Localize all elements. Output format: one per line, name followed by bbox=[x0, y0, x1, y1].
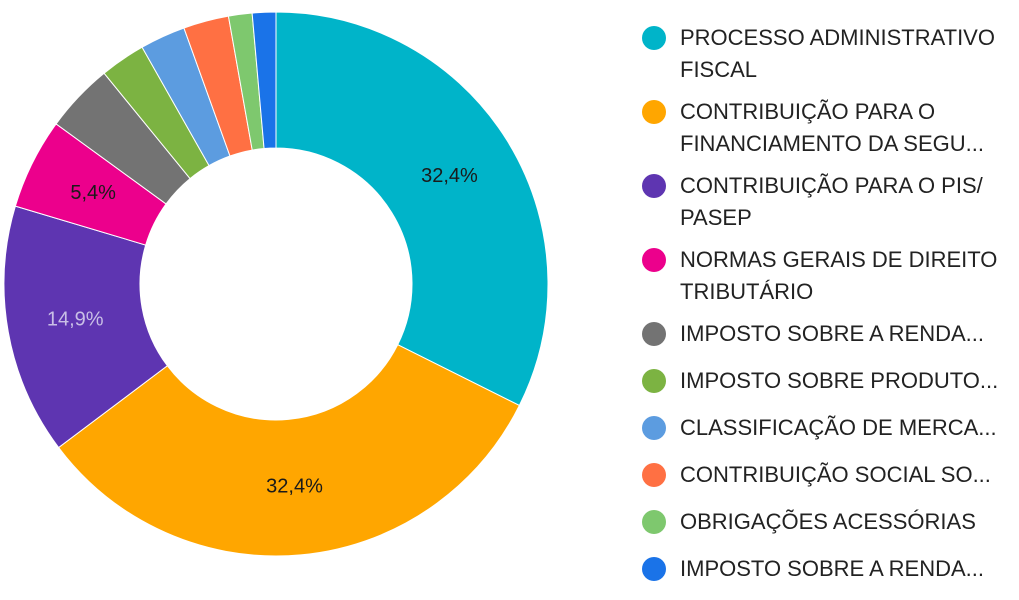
legend-item-6[interactable]: CLASSIFICAÇÃO DE MERCA... bbox=[640, 412, 1015, 444]
legend-label: CONTRIBUIÇÃO PARA O PIS/ PASEP bbox=[680, 173, 983, 230]
slice-value-label-2: 14,9% bbox=[47, 308, 104, 330]
legend-item-7[interactable]: CONTRIBUIÇÃO SOCIAL SO... bbox=[640, 459, 1015, 491]
legend-item-0[interactable]: PROCESSO ADMINISTRATIVO FISCAL bbox=[640, 22, 1015, 86]
legend-label: CLASSIFICAÇÃO DE MERCA... bbox=[680, 415, 997, 440]
slice-value-label-0: 32,4% bbox=[421, 165, 478, 187]
legend-swatch bbox=[642, 416, 666, 440]
legend-swatch bbox=[642, 26, 666, 50]
legend-swatch bbox=[642, 369, 666, 393]
legend-item-2[interactable]: CONTRIBUIÇÃO PARA O PIS/ PASEP bbox=[640, 170, 1015, 234]
legend-item-5[interactable]: IMPOSTO SOBRE PRODUTO... bbox=[640, 365, 1015, 397]
legend-item-4[interactable]: IMPOSTO SOBRE A RENDA... bbox=[640, 318, 1015, 350]
donut-slice-1[interactable] bbox=[57, 344, 521, 557]
legend-swatch bbox=[642, 100, 666, 124]
legend-swatch bbox=[642, 557, 666, 581]
legend-label: CONTRIBUIÇÃO PARA O FINANCIAMENTO DA SEG… bbox=[680, 99, 984, 156]
donut-slice-0[interactable] bbox=[275, 11, 549, 407]
legend-swatch bbox=[642, 463, 666, 487]
legend-label: OBRIGAÇÕES ACESSÓRIAS bbox=[680, 509, 976, 534]
legend-swatch bbox=[642, 248, 666, 272]
legend-item-9[interactable]: IMPOSTO SOBRE A RENDA... bbox=[640, 553, 1015, 585]
legend-label: IMPOSTO SOBRE A RENDA... bbox=[680, 556, 985, 581]
chart-legend: PROCESSO ADMINISTRATIVO FISCAL CONTRIBUIÇ… bbox=[640, 22, 1015, 600]
legend-label: IMPOSTO SOBRE A RENDA... bbox=[680, 321, 985, 346]
legend-item-3[interactable]: NORMAS GERAIS DE DIREITO TRIBUTÁRIO bbox=[640, 244, 1015, 308]
legend-swatch bbox=[642, 174, 666, 198]
slice-value-label-1: 32,4% bbox=[266, 475, 323, 497]
donut-chart: 32,4% 32,4% 14,9% 5,4% bbox=[3, 11, 549, 557]
legend-label: IMPOSTO SOBRE PRODUTO... bbox=[680, 368, 999, 393]
legend-swatch bbox=[642, 510, 666, 534]
legend-label: CONTRIBUIÇÃO SOCIAL SO... bbox=[680, 462, 991, 487]
slice-value-label-3: 5,4% bbox=[70, 182, 116, 204]
donut-slice-9[interactable] bbox=[251, 11, 277, 150]
legend-item-1[interactable]: CONTRIBUIÇÃO PARA O FINANCIAMENTO DA SEG… bbox=[640, 96, 1015, 160]
legend-swatch bbox=[642, 322, 666, 346]
legend-item-8[interactable]: OBRIGAÇÕES ACESSÓRIAS bbox=[640, 506, 1015, 538]
donut-slice-2[interactable] bbox=[3, 205, 169, 449]
legend-label: PROCESSO ADMINISTRATIVO FISCAL bbox=[680, 25, 995, 82]
legend-label: NORMAS GERAIS DE DIREITO TRIBUTÁRIO bbox=[680, 247, 998, 304]
